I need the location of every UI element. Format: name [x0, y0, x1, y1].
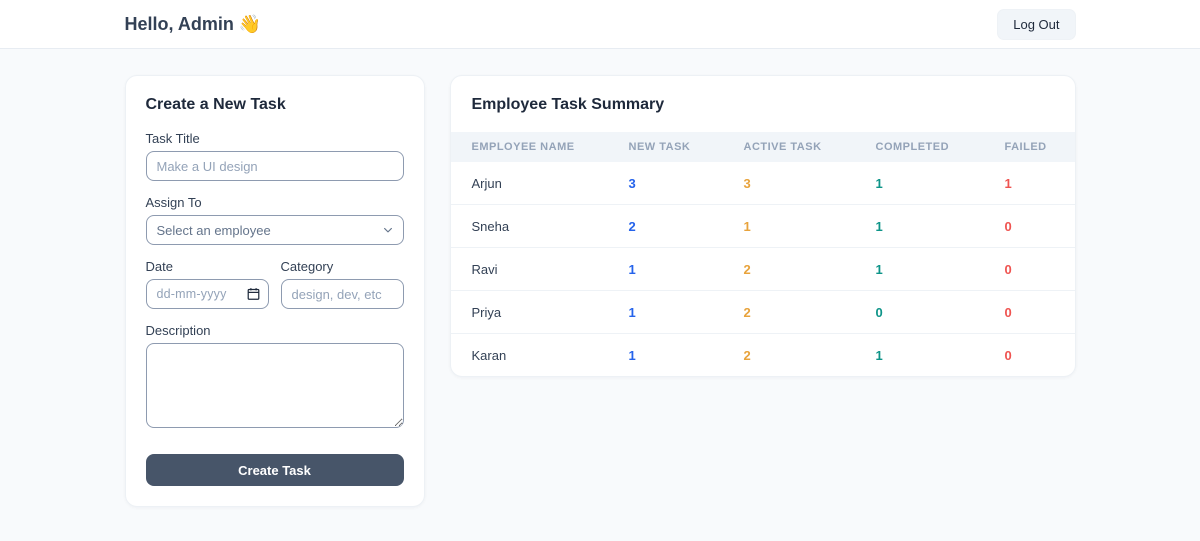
employee-name-cell: Ravi — [450, 247, 629, 291]
category-label: Category — [280, 259, 334, 274]
active-task-cell: 2 — [743, 290, 876, 334]
assign-to-field-group: Assign To Select an employee — [145, 195, 404, 245]
new-task-cell: 1 — [628, 247, 744, 291]
task-title-label: Task Title — [145, 131, 200, 146]
create-task-button[interactable]: Create Task — [145, 454, 404, 486]
employee-name-cell: Arjun — [450, 162, 629, 205]
completed-cell: 1 — [875, 347, 883, 363]
assign-to-label: Assign To — [145, 195, 202, 210]
top-bar: Hello, Admin 👋 Log Out — [0, 0, 1200, 49]
completed-cell: 0 — [875, 290, 1005, 334]
employee-summary-card: Employee Task Summary Employee Name New … — [449, 75, 1076, 377]
employee-name-cell: Karan — [471, 347, 507, 363]
column-header-employee-name: Employee Name — [450, 132, 629, 162]
active-task-cell: 2 — [743, 347, 751, 363]
table-row: Arjun 3 3 1 1 — [450, 162, 1075, 205]
task-title-input[interactable] — [145, 151, 404, 181]
new-task-cell: 1 — [628, 347, 636, 363]
category-input[interactable] — [280, 279, 404, 309]
employee-name-cell: Priya — [450, 290, 629, 334]
failed-cell: 1 — [1004, 162, 1075, 205]
table-row: Karan 1 2 1 0 — [451, 334, 1075, 377]
assign-to-select[interactable]: Select an employee — [145, 215, 404, 245]
active-task-cell: 2 — [743, 247, 876, 291]
active-task-cell: 3 — [743, 162, 876, 205]
new-task-cell: 3 — [628, 162, 744, 205]
description-label: Description — [145, 323, 211, 338]
description-field-group: Description — [145, 323, 404, 433]
create-task-title: Create a New Task — [145, 96, 286, 113]
column-header-active-task: Active Task — [743, 132, 876, 162]
employee-summary-title: Employee Task Summary — [471, 96, 665, 113]
category-field-group: Category — [280, 259, 404, 309]
completed-cell: 1 — [875, 247, 1005, 291]
completed-cell: 1 — [875, 204, 1005, 248]
task-title-field-group: Task Title — [145, 131, 404, 181]
table-row: Ravi 1 2 1 0 — [450, 247, 1075, 291]
logout-button[interactable]: Log Out — [997, 8, 1076, 40]
employee-summary-table: Employee Name New Task Active Task Compl… — [450, 132, 1075, 377]
failed-cell: 0 — [1004, 290, 1075, 334]
new-task-cell: 2 — [628, 204, 744, 248]
main-content: Create a New Task Task Title Assign To S… — [124, 75, 1076, 507]
column-header-failed: Failed — [1004, 132, 1075, 162]
create-task-card: Create a New Task Task Title Assign To S… — [124, 75, 425, 507]
new-task-cell: 1 — [628, 290, 744, 334]
column-header-completed: Completed — [875, 132, 1005, 162]
employee-name-cell: Sneha — [450, 204, 629, 248]
table-row: Sneha 2 1 1 0 — [450, 204, 1075, 248]
date-field-group: Date — [145, 259, 269, 309]
calendar-icon[interactable] — [247, 288, 260, 301]
failed-cell: 0 — [1004, 204, 1075, 248]
table-row: Priya 1 2 0 0 — [450, 290, 1075, 334]
table-header-row: Employee Name New Task Active Task Compl… — [450, 132, 1075, 162]
description-textarea[interactable] — [145, 343, 404, 428]
active-task-cell: 1 — [743, 204, 876, 248]
failed-cell: 0 — [1004, 347, 1012, 363]
failed-cell: 0 — [1004, 247, 1075, 291]
date-label: Date — [145, 259, 173, 274]
completed-cell: 1 — [875, 162, 1005, 205]
date-input[interactable] — [145, 279, 269, 309]
summary-table-body: Arjun 3 3 1 1 Sneha 2 1 1 0 Ravi 1 2 1 0 Priya 1 2 0 0 Karan… — [450, 162, 1075, 377]
column-header-new-task: New Task — [628, 132, 744, 162]
greeting-text: Hello, Admin 👋 — [124, 13, 262, 34]
